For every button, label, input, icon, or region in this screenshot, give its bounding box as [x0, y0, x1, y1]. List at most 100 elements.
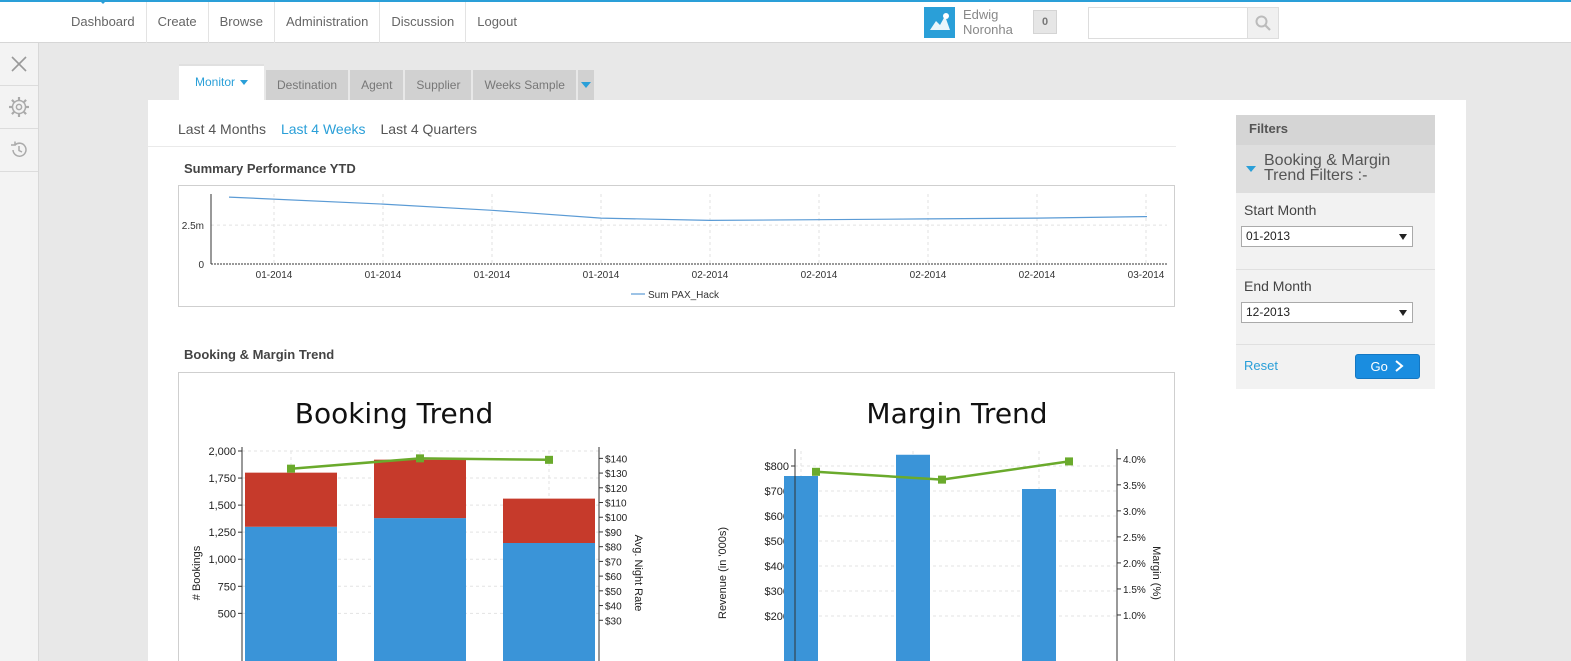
x-tick-label: 01-2014: [583, 270, 620, 281]
bar-segment: [374, 518, 466, 661]
close-icon: [11, 56, 27, 72]
line-marker: [287, 464, 295, 473]
y2-tick-label: 1.0%: [1123, 611, 1146, 622]
y2-tick-label: 1.5%: [1123, 585, 1146, 596]
end-month-value: 12-2013: [1246, 305, 1291, 319]
period-last-4-weeks[interactable]: Last 4 Weeks: [280, 121, 366, 137]
y-tick-label: 1,250: [208, 527, 236, 539]
tab-monitor[interactable]: Monitor: [179, 64, 265, 100]
y-tick-label: 0: [198, 260, 204, 271]
nav-create[interactable]: Create: [147, 2, 209, 43]
x-tick-label: 01-2014: [474, 270, 511, 281]
history-icon: [11, 141, 27, 157]
go-button[interactable]: Go: [1355, 354, 1420, 379]
nav-logout[interactable]: Logout: [477, 14, 517, 29]
y-tick-label: 500: [218, 608, 236, 620]
nav-administration[interactable]: Administration: [275, 2, 381, 43]
y2-tick-label: $110: [605, 499, 627, 510]
x-tick-label: 03-2014: [1128, 270, 1165, 281]
filters-group-toggle[interactable]: Booking & Margin Trend Filters :-: [1236, 145, 1435, 193]
start-month-value: 01-2013: [1246, 229, 1291, 243]
line-marker: [938, 475, 946, 484]
y2-tick-label: $90: [605, 528, 622, 539]
tab-weeks-sample[interactable]: Weeks Sample: [473, 70, 576, 100]
avatar[interactable]: [924, 7, 955, 38]
search-button[interactable]: [1247, 8, 1278, 38]
series-line: [228, 196, 1148, 222]
chevron-down-icon: [1246, 166, 1256, 172]
x-tick-label: 01-2014: [256, 270, 293, 281]
y2-tick-label: 3.5%: [1123, 481, 1146, 492]
x-tick-label: 02-2014: [692, 270, 729, 281]
y-tick-label: $700: [765, 486, 789, 498]
chart-title: Margin Trend: [866, 397, 1047, 430]
user-avatar-icon: [929, 12, 950, 30]
tab-agent[interactable]: Agent: [350, 70, 404, 100]
user-name[interactable]: Edwig Noronha: [963, 7, 1013, 37]
y2-tick-label: $60: [605, 572, 622, 583]
filters-header: Filters: [1236, 115, 1435, 145]
top-navigation-bar: Dashboard Create Browse Administration D…: [0, 0, 1571, 43]
divider: [1236, 344, 1435, 345]
start-month-label: Start Month: [1244, 202, 1317, 218]
legend-label: Sum PAX_Hack: [648, 290, 720, 301]
y2-tick-label: $100: [605, 513, 628, 524]
y2-axis-label: Avg. Night Rate: [632, 535, 644, 612]
booking-margin-chart-area: Booking Trend 500 750 1,000 1,250 1,500 1,750 2…: [178, 372, 1175, 661]
line-marker: [545, 455, 553, 464]
chevron-down-icon: [580, 82, 591, 88]
notification-count[interactable]: 0: [1033, 10, 1057, 34]
tab-destination[interactable]: Destination: [266, 70, 349, 100]
bar-segment: [245, 526, 337, 661]
y-tick-label: 2,000: [208, 446, 236, 458]
bar-segment: [503, 498, 595, 543]
chevron-down-icon: [240, 80, 249, 86]
search-box: [1088, 7, 1279, 39]
y2-tick-label: $120: [605, 484, 628, 495]
history-button[interactable]: [0, 129, 38, 172]
line-marker: [1065, 457, 1073, 466]
y-tick-label: $600: [765, 511, 789, 523]
x-tick-label: 02-2014: [910, 270, 947, 281]
y-tick-label: $300: [765, 586, 789, 598]
start-month-select[interactable]: 01-2013: [1241, 226, 1413, 247]
summary-chart: 0 2.5m 01-2014 01-2014 01-2014 01-2014 02-2014…: [178, 185, 1175, 307]
settings-button[interactable]: [0, 86, 38, 129]
y-axis-label: Revenue (in '000s): [717, 527, 729, 619]
y2-tick-label: $80: [605, 543, 622, 554]
margin-trend-chart: Margin Trend $200 $300 $400 $500 $600 $700 $800…: [717, 397, 1162, 661]
search-input[interactable]: [1089, 8, 1247, 38]
x-tick-label: 02-2014: [1019, 270, 1056, 281]
nav-dashboard[interactable]: Dashboard: [60, 0, 147, 43]
end-month-select[interactable]: 12-2013: [1241, 302, 1413, 323]
booking-trend-chart: Booking Trend 500 750 1,000 1,250 1,500 1,750 2…: [191, 397, 644, 661]
y2-tick-label: 3.0%: [1123, 507, 1146, 518]
x-tick-label: 02-2014: [801, 270, 838, 281]
period-last-4-months[interactable]: Last 4 Months: [178, 121, 266, 137]
filters-panel: Filters Booking & Margin Trend Filters :…: [1236, 115, 1435, 389]
nav-discussion[interactable]: Discussion: [380, 2, 467, 43]
line-marker: [416, 454, 424, 463]
y-tick-label: 2.5m: [182, 221, 204, 232]
bar-segment: [503, 543, 595, 661]
y-tick-label: 1,000: [208, 554, 236, 566]
y2-axis-label: Margin (%): [1150, 546, 1162, 600]
y2-tick-label: 4.0%: [1123, 455, 1146, 466]
nav-browse[interactable]: Browse: [209, 2, 275, 43]
period-last-4-quarters[interactable]: Last 4 Quarters: [380, 121, 478, 137]
chart-title: Booking Trend: [295, 397, 494, 430]
more-tabs-button[interactable]: [577, 70, 594, 100]
bar-segment: [784, 476, 818, 661]
summary-line-chart: 0 2.5m 01-2014 01-2014 01-2014 01-2014 02-2014…: [182, 194, 1167, 301]
y2-tick-label: $130: [605, 469, 628, 480]
tab-supplier[interactable]: Supplier: [405, 70, 472, 100]
close-button[interactable]: [0, 43, 38, 86]
line-marker: [812, 467, 820, 476]
dropdown-arrow-icon: [1399, 310, 1407, 316]
y2-tick-label: 2.5%: [1123, 533, 1146, 544]
y-tick-label: $800: [765, 461, 789, 473]
go-button-label: Go: [1370, 359, 1388, 374]
search-icon: [1255, 15, 1271, 31]
y-tick-label: $200: [765, 611, 789, 623]
reset-link[interactable]: Reset: [1244, 358, 1278, 373]
